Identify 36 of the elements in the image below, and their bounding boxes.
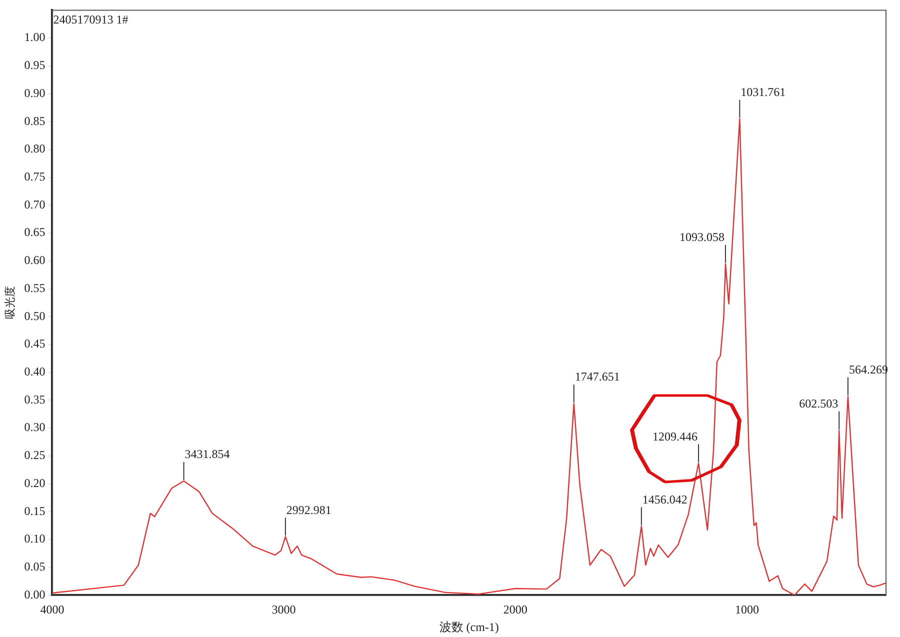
y-tick-label: 0.85 [24, 114, 46, 128]
chart-title: 2405170913 1# [53, 12, 128, 26]
y-tick-label: 0.15 [24, 504, 46, 518]
x-axis-title: 波数 (cm-1) [439, 620, 499, 634]
y-tick-label: 0.25 [24, 448, 46, 462]
x-tick-label: 3000 [272, 602, 296, 617]
annotation: 1456.042 [642, 492, 688, 506]
x-tick-label: 1000 [735, 602, 760, 617]
y-tick-label: 0.55 [24, 280, 46, 295]
y-tick-label: 0.00 [24, 587, 46, 602]
annotation: 1747.651 [574, 370, 620, 384]
y-tick-label: 0.60 [24, 253, 46, 268]
annotation: 1031.761 [740, 85, 786, 99]
y-tick-label: 0.40 [24, 364, 46, 378]
y-tick-label: 0.35 [24, 392, 46, 406]
y-tick-label: 0.10 [24, 532, 46, 546]
y-tick-label: 0.30 [24, 420, 46, 434]
y-tick-label: 0.90 [24, 86, 46, 100]
y-tick-label: 0.95 [24, 58, 46, 72]
x-tick-label: 2000 [503, 602, 528, 617]
annotation: 602.503 [799, 396, 838, 410]
y-tick-label: 0.50 [24, 308, 46, 323]
annotation: 1209.446 [652, 429, 698, 444]
y-tick-label: 0.20 [24, 476, 46, 490]
x-tick-label: 4000 [40, 602, 64, 617]
y-tick-label: 0.80 [24, 142, 46, 156]
y-tick-label: 0.45 [24, 336, 46, 351]
annotation: 1093.058 [679, 230, 724, 244]
annotation: 3431.854 [184, 447, 230, 462]
y-tick-label: 0.70 [24, 197, 46, 212]
y-tick-label: 1.00 [24, 30, 46, 44]
annotation: 2992.981 [286, 502, 332, 517]
y-tick-label: 0.05 [24, 560, 46, 574]
y-axis-title: 吸光度 [3, 286, 16, 320]
y-tick-label: 0.75 [24, 170, 46, 184]
y-tick-label: 0.65 [24, 225, 46, 240]
